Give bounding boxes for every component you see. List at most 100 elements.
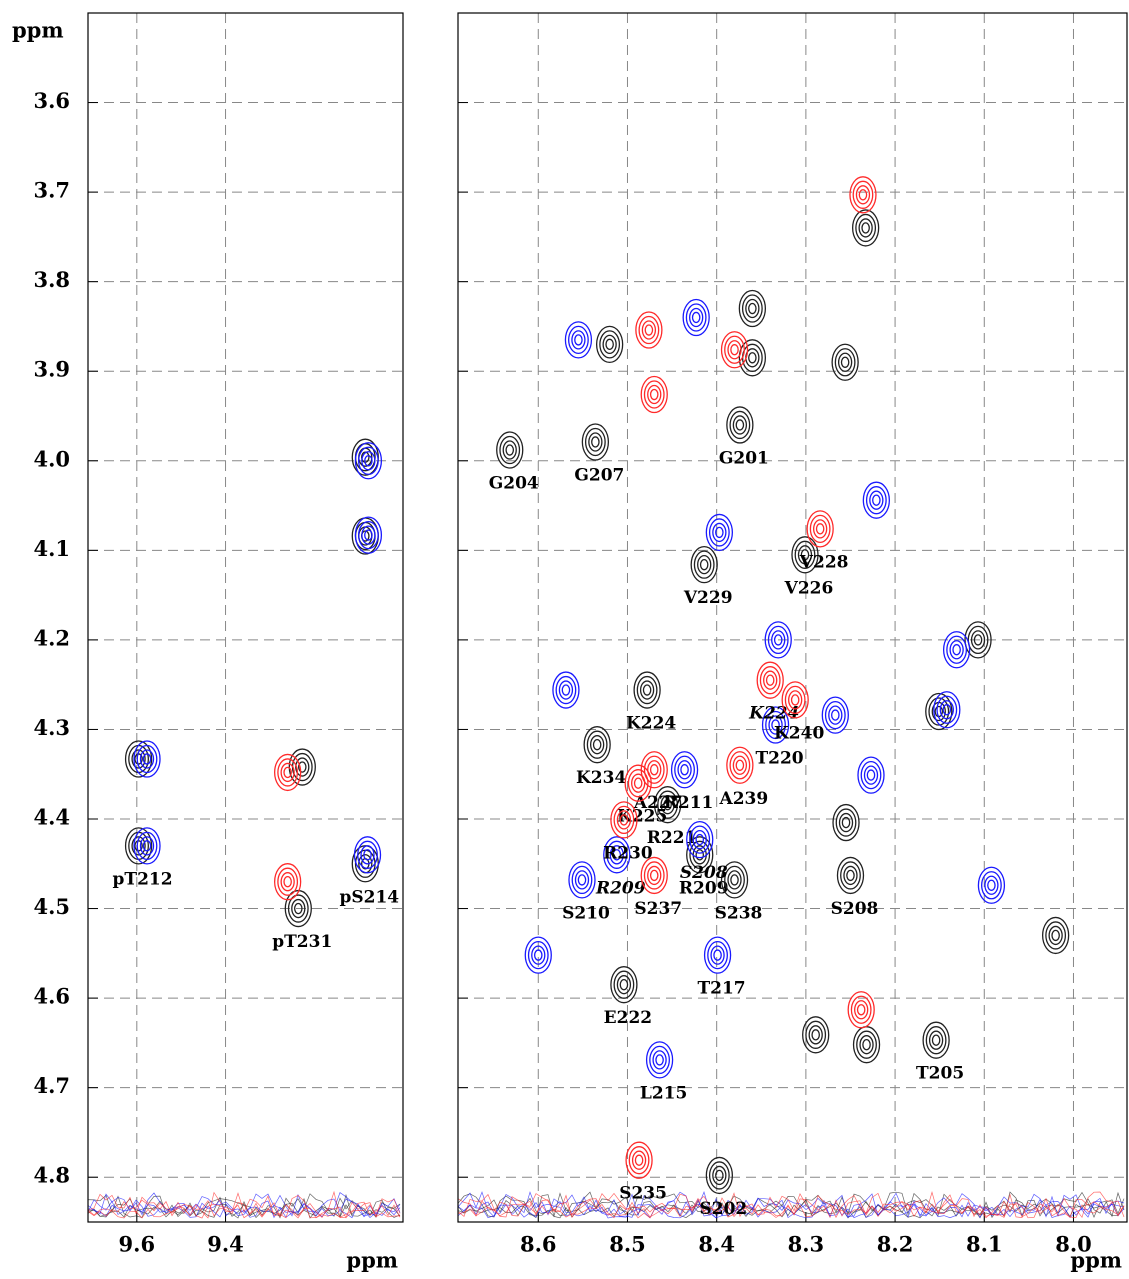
y-tick-label: 4.8 (33, 1163, 70, 1188)
x-tick-label: 8.0 (1055, 1232, 1092, 1257)
peak-contour (824, 700, 846, 730)
peak-contour (813, 519, 828, 539)
peak-contour (791, 536, 819, 574)
peak-contour (133, 740, 161, 778)
peak (832, 803, 860, 842)
y-axis-label: ppm (12, 18, 64, 43)
peak-label: A239 (719, 789, 769, 809)
peak-contour (591, 436, 600, 448)
peak-contour (571, 865, 593, 895)
peak-contour (505, 444, 515, 456)
peak-contour (136, 831, 158, 861)
peak (670, 751, 699, 789)
noise-line (458, 1203, 1125, 1219)
peak-contour (726, 406, 754, 444)
peak (977, 866, 1006, 904)
peak (610, 801, 638, 839)
peak-contour (674, 755, 695, 784)
peak-contour (689, 825, 711, 854)
peak-contour (297, 761, 307, 773)
peak (690, 546, 718, 584)
peak-contour (124, 740, 153, 778)
peak-contour (142, 753, 152, 765)
peak-contour (689, 840, 711, 869)
peak-contour (756, 661, 784, 699)
peak-contour (616, 975, 632, 995)
peak (761, 706, 790, 744)
peak-contour (973, 634, 983, 646)
peak-contour (354, 516, 383, 554)
peak-contour (631, 773, 646, 793)
peak-contour (861, 222, 870, 234)
peak-label: K224 (626, 714, 676, 734)
peak-contour (641, 320, 657, 340)
peak-contour (925, 1026, 947, 1055)
peak-contour (840, 356, 850, 368)
peak-contour (802, 1016, 830, 1054)
peak-contour (581, 423, 610, 461)
peak-contour (531, 945, 546, 965)
peak-contour (784, 685, 806, 715)
peak-contour (361, 525, 376, 545)
peak-contour (849, 176, 877, 214)
peak (273, 753, 302, 792)
peak-label: R221 (647, 828, 697, 848)
peak-contour (863, 765, 879, 785)
peak-contour (771, 719, 780, 731)
peak-contour (735, 419, 745, 431)
peak-contour (922, 1021, 950, 1059)
noise-line (88, 1190, 401, 1219)
peak-contour (691, 311, 701, 324)
peak-contour (633, 777, 643, 789)
peak-label: K234 (576, 768, 626, 788)
peak (802, 1016, 830, 1054)
peak-contour (363, 849, 372, 861)
peak-contour (835, 808, 857, 837)
peak-contour (928, 697, 950, 726)
peak-contour (981, 871, 1002, 900)
peak (933, 691, 961, 729)
peak (653, 786, 682, 824)
peak-contour (712, 1165, 727, 1186)
peak-contour (708, 518, 730, 547)
noise (458, 1191, 1125, 1219)
peak-contour (705, 513, 734, 552)
peak (791, 536, 819, 574)
peak-contour (283, 875, 292, 888)
peak-contour (866, 769, 876, 781)
peak-contour (142, 840, 152, 852)
peak-contour (124, 827, 153, 865)
peak-contour (732, 415, 748, 435)
noise-line (88, 1192, 401, 1218)
peak-contour (647, 760, 662, 780)
peak-contour (361, 451, 376, 471)
peak-contour (663, 798, 672, 811)
x-axis-label: ppm (346, 1248, 398, 1273)
peak-contour (925, 692, 953, 731)
peak-contour (685, 303, 707, 332)
peak-contour (613, 805, 635, 835)
peak-contour (703, 936, 732, 974)
peak-contour (726, 746, 754, 784)
peak-contour (609, 845, 624, 865)
peak-label: L215 (640, 1083, 687, 1103)
noise-line (88, 1193, 401, 1219)
peak-contour (653, 786, 682, 824)
peak-contour (586, 730, 608, 759)
y-tick-label: 4.2 (33, 625, 70, 650)
peak-contour (732, 755, 748, 775)
peak-contour (765, 674, 775, 686)
peak-contour (854, 1000, 869, 1020)
peak-contour (852, 180, 874, 209)
peak-label: G207 (574, 465, 624, 485)
peak (726, 406, 754, 444)
peak-contour (715, 526, 724, 539)
peak-contour (524, 936, 552, 974)
peak-contour (693, 550, 715, 579)
peak-contour (763, 670, 778, 690)
peak-contour (686, 820, 714, 859)
peak-contour (273, 753, 302, 792)
noise-line (458, 1191, 1125, 1219)
y-tick-label: 4.7 (33, 1073, 70, 1098)
x-tick-label: 8.2 (877, 1232, 914, 1257)
